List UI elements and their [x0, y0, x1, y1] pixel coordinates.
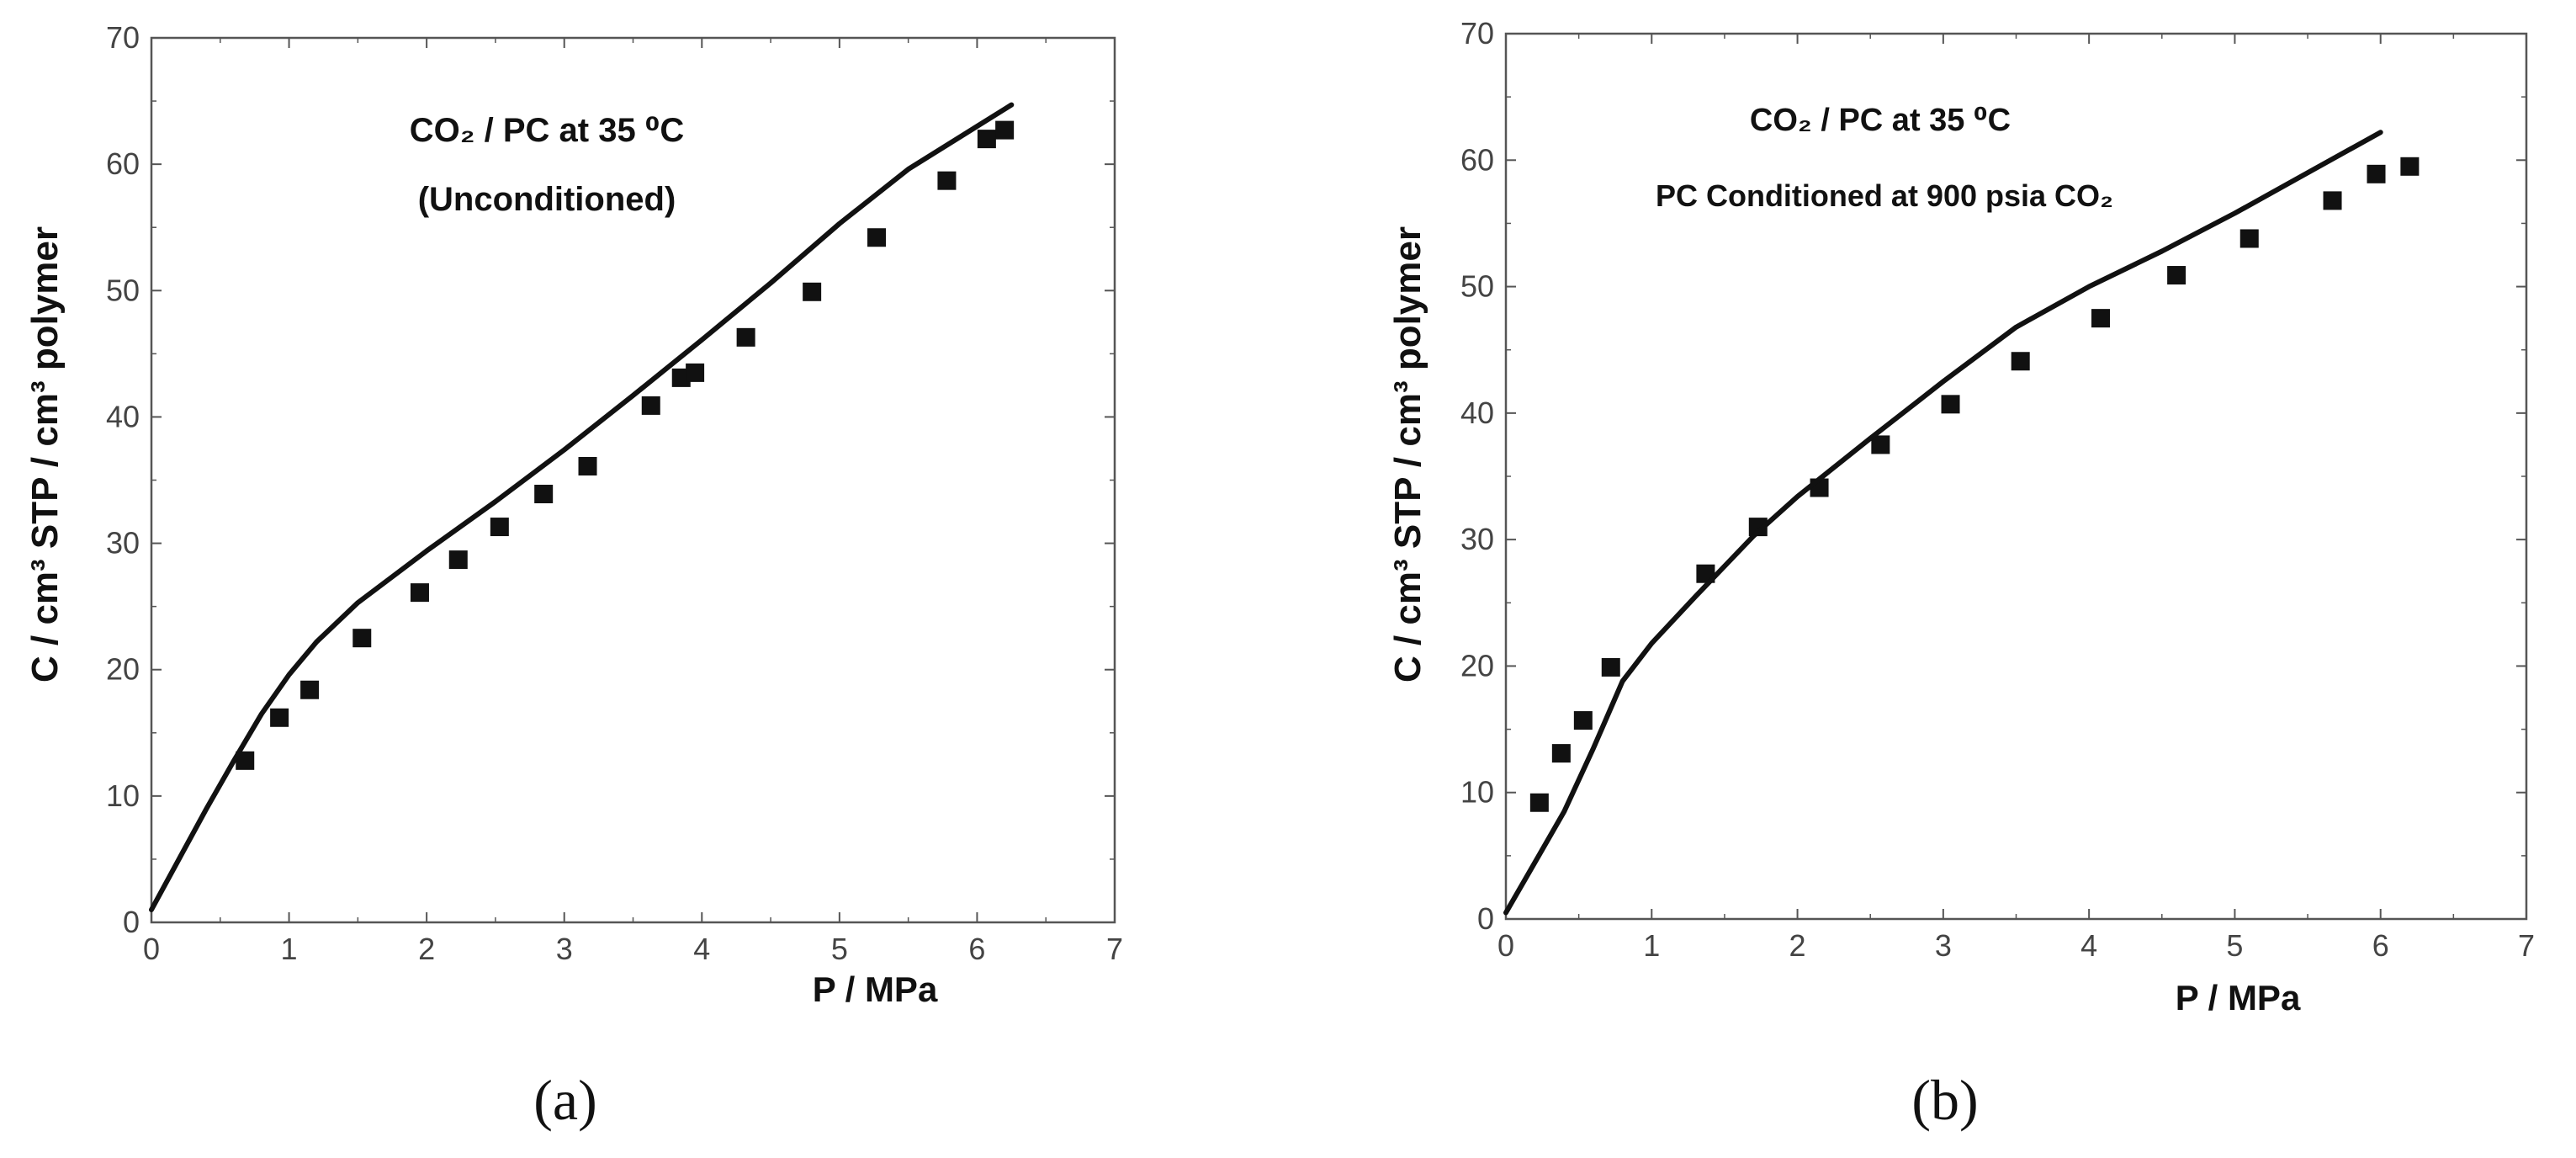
chart-a-data-point — [803, 282, 822, 301]
chart-a-ylabel: C / cm³ STP / cm³ polymer — [24, 226, 66, 683]
chart-a-xtick-label: 0 — [143, 932, 160, 966]
chart-b-ytick-label: 30 — [1460, 522, 1494, 556]
chart-b-ytick-label: 0 — [1477, 901, 1494, 936]
chart-b-data-point — [1871, 435, 1890, 454]
chart-a-title-line2: (Unconditioned) — [418, 181, 676, 218]
chart-a-xtick-label: 2 — [418, 932, 435, 966]
chart-a-plot-frame — [150, 36, 1116, 924]
chart-b-data-point — [1748, 518, 1768, 537]
chart-b-xtick-label: 6 — [2372, 928, 2389, 963]
chart-a-ytick-label: 30 — [106, 526, 140, 560]
chart-b-model-curve — [1503, 130, 2383, 916]
chart-a-data-point — [867, 228, 887, 247]
chart-b-xtick-label: 0 — [1497, 928, 1514, 963]
chart-b-xtick-label: 2 — [1789, 928, 1806, 963]
chart-a-data-point — [995, 120, 1015, 140]
chart-a-model-curve — [149, 102, 1015, 912]
chart-b-data-point — [2323, 191, 2342, 210]
chart-b-data-point — [2011, 352, 2030, 371]
chart-b-data-point — [2367, 164, 2386, 183]
chart-a-data-point — [448, 550, 468, 570]
chart-a-data-point — [236, 751, 255, 770]
chart-b-ytick-label: 50 — [1460, 269, 1494, 304]
chart-b-data-point — [2239, 229, 2259, 248]
chart-b-xtick-label: 7 — [2518, 928, 2535, 963]
chart-a-xtick-label: 5 — [831, 932, 848, 966]
chart-a-title-line1: CO₂ / PC at 35 ⁰C — [410, 112, 684, 149]
chart-a-data-point — [736, 327, 755, 347]
chart-a-xtick-label: 7 — [1106, 932, 1123, 966]
chart-a-xtick-label: 3 — [556, 932, 573, 966]
chart-b-ytick-label: 60 — [1460, 142, 1494, 177]
chart-a-ytick-label: 40 — [106, 399, 140, 433]
chart-a-data-point — [937, 171, 957, 190]
chart-b-data-point — [1601, 657, 1620, 677]
chart-a-data-point — [352, 629, 372, 648]
chart-b-data-point — [2091, 309, 2111, 328]
chart-a-ytick-label: 70 — [106, 20, 140, 55]
chart-a-data-point — [300, 680, 320, 699]
chart-b-xtick-label: 4 — [2080, 928, 2097, 963]
chart-b-ytick-label: 20 — [1460, 648, 1494, 683]
chart-b-ytick-label: 70 — [1460, 16, 1494, 50]
chart-a-data-point — [977, 130, 996, 149]
chart-a-data-point — [578, 456, 597, 475]
chart-a-data-point — [410, 583, 429, 603]
chart-a-data-point — [490, 518, 509, 537]
chart-b-data-point — [1941, 395, 1960, 414]
chart-b-data-point — [1551, 744, 1571, 763]
chart-b-xtick-label: 5 — [2226, 928, 2243, 963]
chart-b-xlabel: P / MPa — [2176, 978, 2301, 1017]
chart-b-ylabel: C / cm³ STP / cm³ polymer — [1387, 226, 1428, 683]
chart-a-xtick-label: 1 — [281, 932, 298, 966]
chart-b-data-point — [1573, 711, 1593, 730]
chart-b-title-line2: PC Conditioned at 900 psia CO₂ — [1656, 178, 2113, 213]
chart-b-ytick-label: 10 — [1460, 775, 1494, 810]
chart-a-panel-label: (a) — [533, 1068, 596, 1132]
chart-b-panel-label: (b) — [1911, 1068, 1978, 1132]
chart-a-xtick-label: 6 — [968, 932, 985, 966]
chart-a-data-point — [686, 363, 705, 382]
chart-b-data-point — [2167, 266, 2186, 285]
chart-a-ytick-label: 10 — [106, 778, 140, 813]
chart-a-data-point — [270, 708, 289, 727]
chart-b-data-point — [1529, 793, 1549, 812]
chart-a-ytick-label: 0 — [123, 905, 140, 939]
chart-a-data-point — [641, 396, 660, 415]
chart-a-data-point — [534, 485, 554, 504]
chart-b-xtick-label: 1 — [1643, 928, 1660, 963]
chart-a-ytick-label: 60 — [106, 146, 140, 181]
chart-b-title-line1: CO₂ / PC at 35 ⁰C — [1750, 103, 2011, 138]
chart-a-xtick-label: 4 — [693, 932, 710, 966]
chart-b-xtick-label: 3 — [1935, 928, 1952, 963]
chart-a-ytick-label: 20 — [106, 652, 140, 687]
chart-b-ytick-label: 40 — [1460, 396, 1494, 430]
chart-a-xlabel: P / MPa — [813, 969, 938, 1009]
chart-a-ytick-label: 50 — [106, 273, 140, 307]
chart-b-data-point — [2400, 157, 2420, 176]
